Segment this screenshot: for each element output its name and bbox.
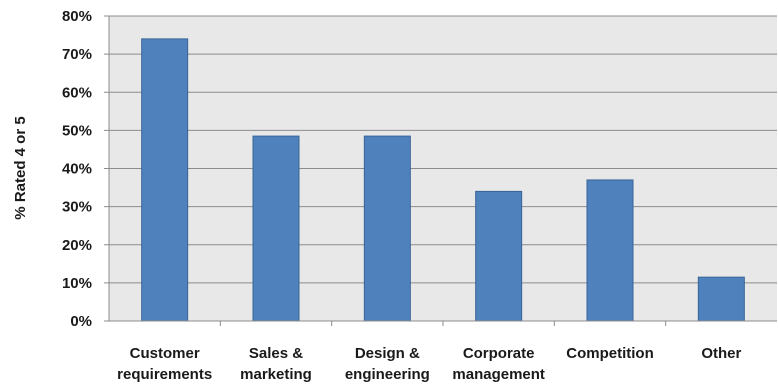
x-category-label: Other [701, 345, 741, 362]
y-axis-label: % Rated 4 or 5 [12, 116, 29, 219]
y-tick-label: 0% [70, 313, 92, 330]
bar [475, 190, 523, 322]
x-category-label: Design & engineering [345, 345, 430, 383]
x-category-label: Sales & marketing [240, 345, 312, 383]
y-tick-label: 40% [62, 161, 92, 178]
y-tick-label: 60% [62, 84, 92, 101]
bar [363, 135, 411, 322]
y-tick-label: 80% [62, 8, 92, 25]
axes [104, 15, 777, 326]
x-category-label: Customer requirements [117, 345, 212, 383]
y-tick-label: 50% [62, 122, 92, 139]
x-category-label: Corporate management [452, 345, 545, 383]
y-tick-label: 30% [62, 199, 92, 216]
bar [141, 38, 189, 322]
bars [141, 38, 745, 322]
bar [697, 276, 745, 322]
grid-lines [109, 15, 777, 284]
x-category-label: Competition [566, 345, 654, 362]
y-tick-label: 20% [62, 237, 92, 254]
y-tick-label: 10% [62, 275, 92, 292]
y-tick-label: 70% [62, 46, 92, 63]
y-tick-labels: 0% 10% 20% 30% 40% 50% 60% 70% 80% [62, 8, 92, 330]
x-category-labels: Customer requirements Sales & marketing Desi… [117, 345, 741, 383]
bar [252, 135, 300, 322]
bar [586, 179, 634, 322]
